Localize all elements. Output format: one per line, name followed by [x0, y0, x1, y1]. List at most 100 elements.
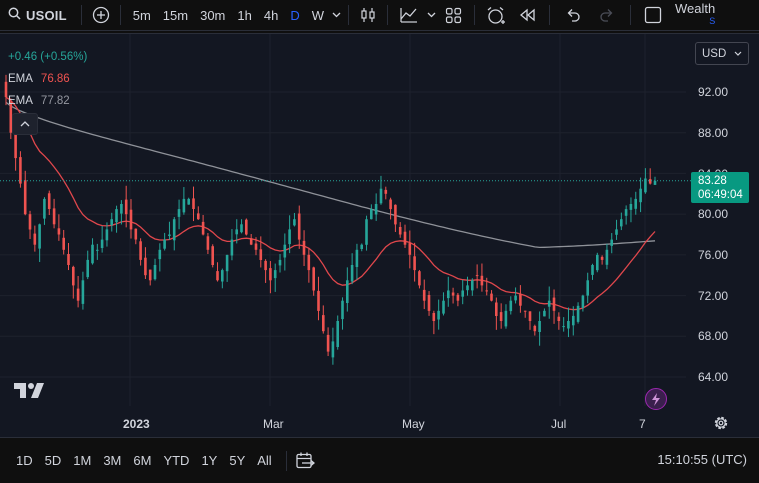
redo-icon	[600, 9, 613, 22]
currency-selector[interactable]: USD	[695, 42, 749, 65]
indicators-dropdown[interactable]	[424, 0, 438, 30]
ema-fast-legend[interactable]: EMA 76.86	[8, 68, 87, 90]
divider	[387, 5, 388, 25]
candle-body	[644, 178, 647, 193]
replay-button[interactable]	[511, 0, 543, 30]
redo-button[interactable]	[590, 0, 624, 30]
range-1m[interactable]: 1M	[73, 453, 92, 468]
candle-body	[360, 244, 363, 249]
candle-body	[398, 227, 402, 235]
compare-symbol-button[interactable]	[88, 0, 114, 30]
candle-body	[475, 275, 479, 277]
tradingview-logo-icon[interactable]	[14, 383, 44, 403]
timeframe-4h[interactable]: 4h	[263, 7, 279, 23]
range-1d[interactable]: 1D	[16, 453, 33, 468]
divider	[630, 5, 631, 25]
divider	[119, 5, 121, 25]
candle-body	[370, 209, 373, 220]
candle-body	[567, 321, 570, 329]
candle-body	[86, 259, 89, 278]
candle-body	[100, 239, 104, 248]
alarm-clock-icon	[487, 6, 505, 24]
timeframe-5m[interactable]: 5m	[132, 7, 151, 23]
top-toolbar: USOIL 5m 15m 30m 1h 4h D W Wealth	[0, 0, 759, 31]
candle-body	[28, 214, 32, 230]
layouts-button[interactable]	[438, 0, 468, 30]
range-ytd[interactable]: YTD	[163, 453, 190, 468]
candle-body	[9, 101, 13, 133]
range-6m[interactable]: 6M	[133, 453, 152, 468]
alert-button[interactable]	[481, 0, 511, 30]
ema-slow-label: EMA	[8, 95, 33, 107]
candle-body	[120, 204, 123, 214]
range-1y[interactable]: 1Y	[201, 453, 218, 468]
legend-collapse-button[interactable]	[12, 113, 38, 135]
candle-body	[317, 290, 320, 311]
candle-body	[81, 280, 85, 304]
range-3m[interactable]: 3M	[103, 453, 122, 468]
candle-body	[62, 237, 65, 250]
chevron-up-icon	[20, 121, 30, 127]
candle-body	[447, 290, 450, 299]
ema-fast-label: EMA	[8, 73, 33, 85]
candle-body	[336, 321, 339, 347]
candle-body	[499, 312, 503, 321]
candle-body	[576, 305, 580, 322]
undo-button[interactable]	[556, 0, 590, 30]
range-5d[interactable]: 5D	[44, 453, 62, 468]
candle-body	[322, 315, 325, 332]
candle-body	[442, 300, 445, 314]
symbol-search[interactable]: USOIL	[0, 0, 75, 30]
candle-body	[158, 249, 162, 260]
chart-type-button[interactable]	[355, 0, 381, 30]
go-to-date-button[interactable]	[295, 451, 315, 471]
indicators-button[interactable]	[394, 0, 424, 30]
candle-body	[192, 198, 195, 209]
timeframe-dropdown[interactable]	[330, 0, 342, 30]
undo-icon	[567, 9, 580, 22]
candle-body	[33, 233, 37, 245]
candle-body	[115, 209, 118, 223]
candle-body	[230, 239, 234, 256]
divider	[80, 5, 82, 25]
timeframe-1h[interactable]: 1h	[237, 7, 252, 23]
candle-body	[389, 199, 392, 210]
candle-body	[216, 271, 219, 281]
candle-body	[172, 219, 176, 241]
candle-body	[600, 256, 604, 260]
candle-body	[197, 213, 200, 220]
bar-countdown: 06:49:04	[698, 189, 743, 201]
gear-icon[interactable]	[713, 415, 729, 436]
fullscreen-button[interactable]	[637, 0, 669, 30]
candle-body	[269, 268, 272, 281]
time-tick: Mar	[263, 417, 284, 431]
candle-body	[177, 209, 181, 217]
candle-body	[408, 243, 412, 255]
candle-body	[245, 219, 248, 235]
timeframe-d[interactable]: D	[290, 7, 300, 23]
candle-body	[461, 290, 464, 297]
price-chart[interactable]	[0, 34, 759, 438]
candle-body	[148, 269, 152, 281]
candle-body	[91, 244, 94, 264]
timeframe-15m[interactable]: 15m	[162, 7, 189, 23]
range-5y[interactable]: 5Y	[229, 453, 246, 468]
ema-slow-legend[interactable]: EMA 77.82	[8, 90, 87, 112]
time-tick: Jul	[551, 417, 567, 431]
candle-body	[4, 81, 8, 98]
divider	[474, 5, 475, 25]
account-menu[interactable]: Wealth S	[669, 0, 716, 30]
utc-clock[interactable]: 15:10:55 (UTC)	[657, 452, 747, 467]
chart-pane[interactable]: +0.46 (+0.56%) EMA 76.86 EMA 77.82 USD 9…	[0, 33, 759, 437]
chart-legend: +0.46 (+0.56%) EMA 76.86 EMA 77.82	[8, 46, 87, 112]
account-label: Wealth	[675, 1, 716, 16]
candle-body	[365, 219, 368, 245]
timeframe-30m[interactable]: 30m	[200, 7, 226, 23]
lightning-icon[interactable]	[645, 388, 667, 410]
candle-body	[110, 219, 113, 226]
time-tick: 7	[639, 417, 646, 431]
timeframe-w[interactable]: W	[311, 7, 324, 23]
candle-body	[552, 297, 556, 311]
candle-body	[278, 259, 282, 266]
range-all[interactable]: All	[257, 453, 272, 468]
